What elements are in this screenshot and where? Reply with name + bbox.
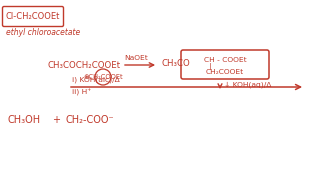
Text: +: + [52,115,60,125]
Text: i) KOH(alc)/Δ: i) KOH(alc)/Δ [72,76,120,83]
Text: ↓ KOH(aq)/Δ: ↓ KOH(aq)/Δ [224,82,271,88]
Text: ⊕CH₂COOEt: ⊕CH₂COOEt [83,74,123,80]
Text: CH₃CO: CH₃CO [162,60,191,69]
Text: CH₂-COO⁻: CH₂-COO⁻ [65,115,114,125]
Text: CH₃COCH₂COOEt: CH₃COCH₂COOEt [48,60,121,69]
Text: CH - COOEt: CH - COOEt [204,57,246,63]
Text: NaOEt: NaOEt [124,55,148,62]
Text: ii) H⁺: ii) H⁺ [72,89,91,96]
Text: |: | [209,64,211,71]
Text: CH₂COOEt: CH₂COOEt [206,69,244,75]
Text: ethyl chloroacetate: ethyl chloroacetate [6,28,80,37]
Text: CH₃OH: CH₃OH [8,115,41,125]
Text: Cl-CH₂COOEt: Cl-CH₂COOEt [6,12,60,21]
